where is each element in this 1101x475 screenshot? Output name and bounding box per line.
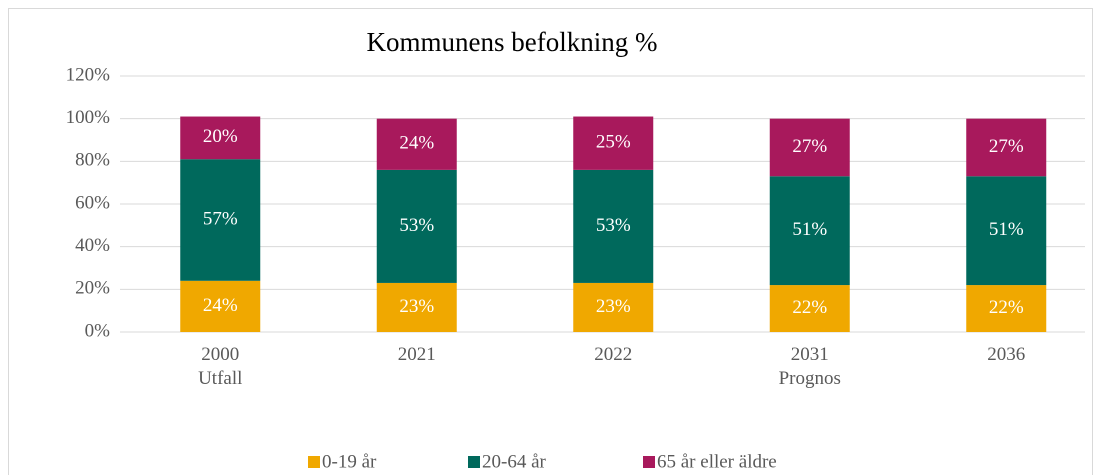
legend-label: 20-64 år	[482, 451, 547, 472]
bar-segment	[573, 116, 654, 170]
y-tick-label: 120%	[66, 64, 111, 85]
y-tick-label: 100%	[66, 107, 111, 128]
data-label: 27%	[989, 136, 1024, 157]
y-tick-label: 60%	[75, 192, 110, 213]
bar-segment	[769, 285, 850, 332]
y-tick-label: 20%	[75, 278, 110, 299]
legend-label: 0-19 år	[322, 451, 377, 472]
chart-border	[8, 8, 1093, 475]
bar-segment	[573, 169, 654, 283]
bar-segment	[376, 169, 457, 283]
x-tick-label: 2021	[397, 344, 436, 365]
bar-segment	[376, 282, 457, 332]
y-tick-label: 80%	[75, 150, 110, 171]
bar-segment	[376, 118, 457, 170]
data-label: 24%	[203, 295, 238, 316]
x-tick-label: 2036	[987, 344, 1026, 365]
x-tick-label: 2000 Utfall	[198, 344, 243, 389]
x-tick-label: 2022	[594, 344, 633, 365]
data-label: 51%	[792, 219, 827, 240]
data-label: 53%	[399, 215, 434, 236]
legend-swatch	[643, 456, 655, 468]
bar-segment	[769, 118, 850, 177]
data-label: 25%	[596, 132, 631, 153]
bar-segment	[180, 280, 261, 332]
legend-swatch	[468, 456, 480, 468]
bar-segment	[769, 176, 850, 286]
bar-segment	[966, 285, 1047, 332]
x-tick-label: 2031 Prognos	[778, 344, 841, 389]
bar-segment	[180, 159, 261, 281]
bar-segment	[573, 282, 654, 332]
data-label: 20%	[203, 126, 238, 147]
chart-title: Kommunens befolkning %	[367, 27, 658, 57]
data-label: 23%	[596, 296, 631, 317]
data-label: 22%	[792, 297, 827, 318]
data-label: 57%	[203, 208, 238, 229]
data-label: 22%	[989, 297, 1024, 318]
data-label: 53%	[596, 215, 631, 236]
data-label: 27%	[792, 136, 827, 157]
data-label: 23%	[399, 296, 434, 317]
legend-swatch	[308, 456, 320, 468]
data-label: 24%	[399, 133, 434, 154]
legend-label: 65 år eller äldre	[657, 451, 777, 472]
y-tick-label: 40%	[75, 235, 110, 256]
y-tick-label: 0%	[85, 320, 111, 341]
data-label: 51%	[989, 219, 1024, 240]
bar-segment	[180, 116, 261, 160]
bar-segment	[966, 176, 1047, 286]
bar-segment	[966, 118, 1047, 177]
